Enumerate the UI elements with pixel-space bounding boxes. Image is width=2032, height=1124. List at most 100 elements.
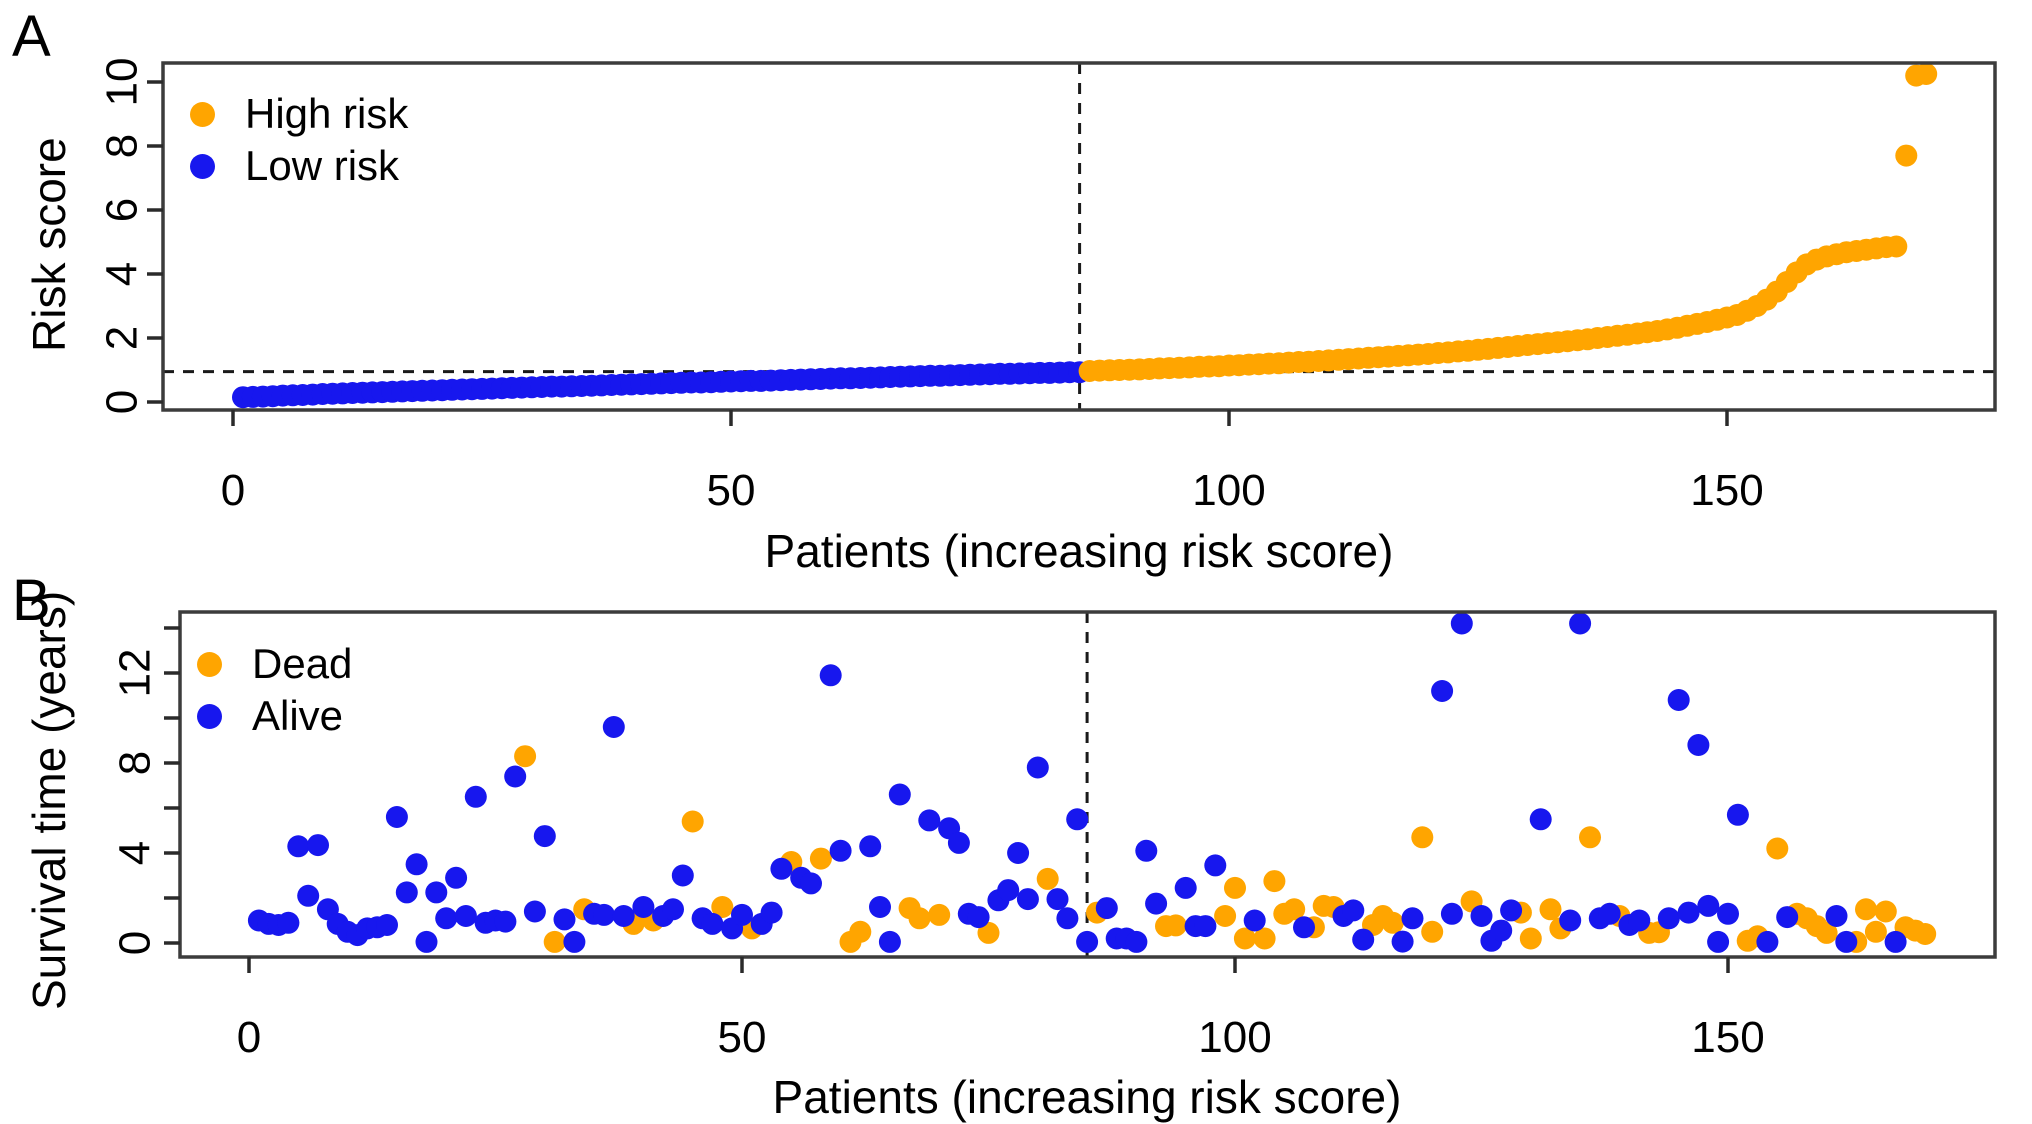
svg-text:50: 50 (718, 1013, 767, 1062)
data-point (1559, 909, 1582, 932)
data-point (1036, 867, 1059, 890)
svg-text:100: 100 (1192, 466, 1265, 515)
data-point (819, 664, 842, 687)
data-point (1352, 928, 1375, 951)
data-point (1145, 892, 1168, 915)
panel-b-legend: Dead Alive (197, 638, 352, 742)
data-point (405, 853, 428, 876)
data-point (1835, 930, 1858, 953)
data-point (464, 785, 487, 808)
data-point (1026, 756, 1049, 779)
data-point (888, 783, 911, 806)
data-point (1884, 930, 1907, 953)
data-point (1470, 905, 1493, 927)
data-point (1874, 900, 1897, 923)
data-point (543, 930, 566, 953)
data-point (1519, 927, 1542, 950)
data-point (553, 908, 576, 931)
data-point (1016, 888, 1039, 911)
data-point (454, 905, 477, 927)
data-point (1539, 898, 1562, 921)
data-point (928, 903, 951, 926)
data-point (612, 905, 635, 927)
data-point (1657, 907, 1680, 930)
data-point (1825, 905, 1848, 927)
data-point (977, 921, 1000, 944)
data-point (849, 920, 872, 943)
legend-label-dead: Dead (252, 640, 353, 687)
data-point (1263, 870, 1286, 893)
svg-text:6: 6 (98, 198, 147, 222)
data-point (1490, 919, 1513, 942)
svg-text:150: 150 (1690, 466, 1763, 515)
data-point (1204, 854, 1227, 877)
data-point (1194, 915, 1217, 938)
data-point (1756, 930, 1779, 953)
data-point (287, 835, 310, 858)
svg-text:50: 50 (707, 466, 756, 515)
svg-text:4: 4 (111, 841, 160, 865)
data-point (1076, 930, 1099, 953)
panel-a-plot: 0 50 100 150 0 2 4 6 8 10 (98, 58, 1997, 515)
data-point (415, 930, 438, 953)
data-point (1214, 905, 1237, 927)
data-point (1411, 826, 1434, 849)
data-point (731, 903, 753, 926)
data-point (1095, 897, 1118, 920)
panel-b-letter: B (12, 568, 51, 633)
data-point (829, 839, 852, 862)
data-point (445, 866, 468, 889)
panel-a-letter: A (12, 4, 51, 69)
legend-item-dead: Dead (197, 638, 352, 690)
data-point (1598, 902, 1621, 925)
data-point (967, 906, 990, 929)
data-point (1855, 898, 1877, 921)
panel-b-x-axis-title: Patients (increasing risk score) (772, 1071, 1402, 1123)
data-point (1431, 680, 1454, 702)
panel-a-x-axis-title: Patients (increasing risk score) (764, 525, 1394, 577)
data-point (632, 896, 655, 918)
data-point (1766, 837, 1789, 860)
data-point (997, 879, 1020, 902)
data-point (1628, 909, 1651, 932)
svg-text:150: 150 (1691, 1013, 1764, 1062)
data-point (681, 810, 704, 833)
dead-dot-icon (197, 651, 222, 677)
data-point (523, 900, 546, 923)
data-point (1007, 842, 1030, 864)
data-point (593, 903, 615, 926)
data-point (504, 765, 527, 788)
data-point (385, 806, 408, 828)
data-point (770, 857, 793, 880)
data-point (307, 834, 329, 857)
data-point (1125, 930, 1148, 953)
svg-text:4: 4 (98, 262, 147, 286)
data-point (1253, 927, 1276, 950)
panel-b-plot: 0 50 100 150 0 4 8 12 (111, 610, 1997, 1062)
data-point (1342, 899, 1365, 922)
data-point (1450, 612, 1473, 635)
data-point (1401, 907, 1424, 930)
svg-text:2: 2 (98, 326, 147, 350)
data-point (1569, 612, 1592, 635)
data-point (1293, 916, 1315, 939)
svg-text:10: 10 (98, 58, 147, 107)
data-point (1707, 930, 1730, 953)
data-point (947, 831, 970, 854)
data-point (425, 881, 448, 904)
data-point (1500, 899, 1523, 922)
data-point (494, 910, 517, 933)
data-point (1776, 906, 1799, 929)
data-point (1717, 902, 1739, 925)
svg-text:100: 100 (1198, 1013, 1271, 1062)
svg-text:0: 0 (111, 931, 160, 955)
data-point (1915, 63, 1938, 85)
data-point (1421, 920, 1444, 943)
data-point (1677, 901, 1700, 924)
data-point (1381, 911, 1404, 934)
low-risk-dot-icon (190, 153, 215, 179)
data-point (1046, 888, 1069, 911)
data-point (701, 912, 724, 935)
data-point (662, 898, 684, 921)
